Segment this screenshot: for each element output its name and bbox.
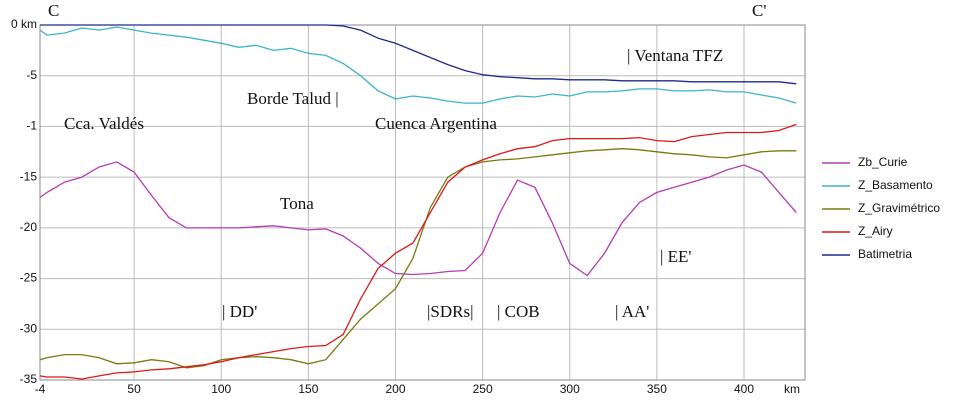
y-tick-label: 0 km: [11, 17, 37, 31]
legend-label: Z_Airy: [858, 224, 893, 238]
annotation: | DD': [222, 302, 257, 321]
annotation: | Ventana TFZ: [627, 46, 723, 65]
x-tick-label: 400: [734, 382, 754, 396]
y-tick-label: -5: [26, 68, 37, 82]
annotation: | AA': [615, 302, 649, 321]
annotation: Borde Talud |: [247, 89, 339, 108]
series-line: [39, 26, 797, 104]
legend-label: Z_Gravimétrico: [858, 201, 940, 215]
y-tick-label: -1: [26, 119, 37, 133]
annotation: |SDRs|: [427, 302, 474, 321]
annotation: C': [752, 1, 766, 20]
x-tick-label: 300: [560, 382, 580, 396]
x-tick-label: 100: [211, 382, 231, 396]
series-line: [39, 123, 797, 380]
series-line: [39, 161, 797, 277]
x-tick-label: -4: [35, 382, 46, 396]
x-axis-label: km: [784, 382, 800, 396]
annotation: | EE': [660, 247, 692, 266]
y-tick-label: -20: [20, 220, 38, 234]
legend-label: Batimetria: [858, 247, 912, 261]
y-tick-label: -30: [20, 321, 38, 335]
annotation: Tona: [280, 194, 314, 213]
annotation: Cuenca Argentina: [375, 114, 497, 133]
legend-label: Zb_Curie: [858, 155, 908, 169]
y-tick-label: -35: [20, 372, 38, 386]
y-tick-label: -15: [20, 169, 38, 183]
x-tick-label: 50: [127, 382, 141, 396]
x-tick-label: 250: [473, 382, 493, 396]
x-tick-label: 150: [298, 382, 318, 396]
plot-frame: [39, 24, 806, 381]
series-line: [40, 24, 797, 85]
series-line: [39, 148, 797, 369]
y-tick-label: -25: [20, 271, 38, 285]
x-tick-label: 200: [385, 382, 405, 396]
x-tick-label: 350: [647, 382, 667, 396]
annotation: C: [48, 1, 59, 20]
annotation: | COB: [497, 302, 540, 321]
annotation: Cca. Valdés: [64, 114, 144, 133]
legend-label: Z_Basamento: [858, 178, 933, 192]
